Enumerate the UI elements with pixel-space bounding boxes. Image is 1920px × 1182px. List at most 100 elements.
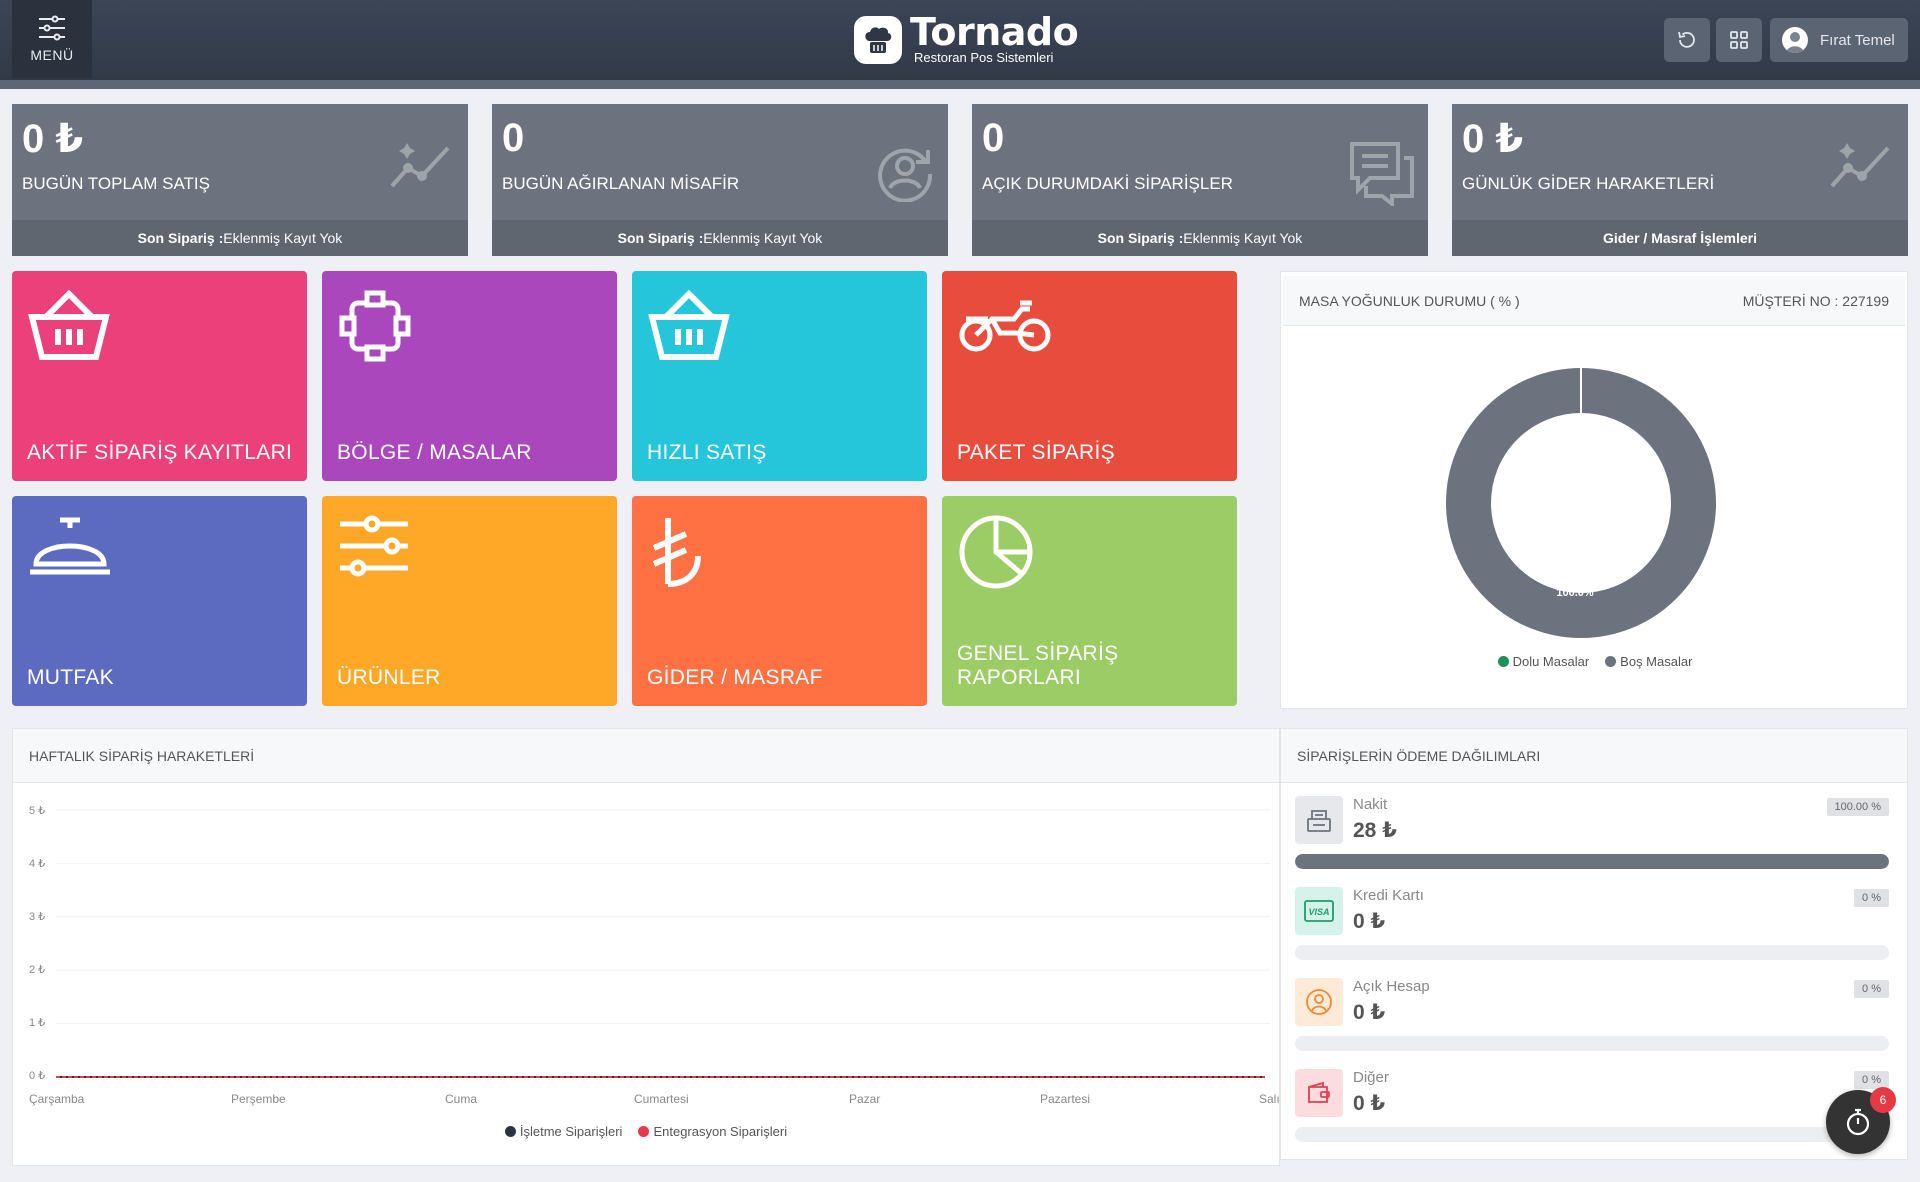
stat-footer-text: Eklenmiş Kayıt Yok <box>703 230 823 246</box>
top-bar-stripe <box>0 80 1920 89</box>
guest-refresh-icon <box>878 148 933 202</box>
payment-name: Nakit <box>1353 796 1388 813</box>
x-tick-label: Çarşamba <box>29 1092 85 1106</box>
stat-label: AÇIK DURUMDAKİ SİPARİŞLER <box>982 174 1233 193</box>
stat-card-daily-expenses: 0 ₺ GÜNLÜK GİDER HARAKETLERİ Gider / Mas… <box>1452 104 1908 256</box>
notification-badge: 6 <box>1870 1087 1896 1113</box>
payment-amount: 28 ₺ <box>1353 819 1397 842</box>
visa-card-icon: VISA <box>1295 887 1343 935</box>
tile-label: GENEL SİPARİŞ RAPORLARI <box>957 642 1119 689</box>
legend-item-empty[interactable]: Boş Masalar <box>1605 654 1692 669</box>
stat-label: BUGÜN AĞIRLANAN MİSAFİR <box>502 174 740 193</box>
stat-footer: Gider / Masraf İşlemleri <box>1452 220 1908 256</box>
donut-slice-label: 100.0% <box>1556 587 1594 599</box>
menu-button[interactable]: MENÜ <box>12 0 92 78</box>
user-avatar-icon <box>1782 27 1808 53</box>
chat-list-icon <box>1350 142 1414 206</box>
tile-kitchen[interactable]: MUTFAK <box>12 496 307 706</box>
tile-package-order[interactable]: PAKET SİPARİŞ <box>942 271 1237 481</box>
legend-dot <box>504 1126 516 1137</box>
occupancy-donut-chart: 100.0% <box>1446 368 1716 638</box>
stat-label: BUGÜN TOPLAM SATIŞ <box>22 174 210 193</box>
basket-icon <box>28 289 110 360</box>
stat-footer: Son Sipariş : Eklenmiş Kayıt Yok <box>492 220 948 256</box>
tile-expenses[interactable]: GİDER / MASRAF <box>632 496 927 706</box>
legend-dot <box>638 1126 650 1137</box>
legend-dot <box>1605 656 1617 667</box>
x-tick-label: Salı <box>1259 1092 1280 1106</box>
tile-active-orders[interactable]: AKTİF SİPARİŞ KAYITLARI <box>12 271 307 481</box>
y-tick-label: 5 ₺ <box>29 805 46 817</box>
stat-footer-text: Eklenmiş Kayıt Yok <box>1183 230 1303 246</box>
y-tick-label: 4 ₺ <box>29 858 46 870</box>
x-tick-label: Perşembe <box>231 1092 286 1106</box>
y-tick-label: 1 ₺ <box>29 1017 46 1029</box>
weekly-orders-panel: HAFTALIK SİPARİŞ HARAKETLERİ <box>12 728 1280 1166</box>
y-tick-label: 0 ₺ <box>29 1070 46 1082</box>
x-tick-label: Pazartesi <box>1040 1092 1091 1106</box>
stat-footer: Son Sipariş : Eklenmiş Kayıt Yok <box>12 220 468 256</box>
tile-label: ÜRÜNLER <box>337 666 441 689</box>
payment-progress-fill <box>1295 854 1889 869</box>
user-menu-button[interactable]: Fırat Temel <box>1770 18 1908 62</box>
basket-icon <box>648 289 730 360</box>
legend-label: İşletme Siparişleri <box>519 1124 623 1139</box>
tile-order-reports[interactable]: GENEL SİPARİŞ RAPORLARI <box>942 496 1237 706</box>
trend-line-icon <box>1830 143 1890 188</box>
pie-chart-icon <box>959 515 1033 589</box>
refresh-icon <box>1678 31 1695 48</box>
stat-footer-label: Son Sipariş : <box>1097 230 1184 246</box>
weekly-line-chart <box>56 809 1270 1078</box>
stat-value: 0 ₺ <box>22 117 84 161</box>
cloche-icon <box>30 517 110 575</box>
stat-card-open-orders: 0 AÇIK DURUMDAKİ SİPARİŞLER Son Sipariş … <box>972 104 1428 256</box>
motorcycle-icon <box>959 300 1051 352</box>
brand-subtitle: Restoran Pos Sistemleri <box>914 50 1054 65</box>
payment-progress <box>1295 1036 1889 1051</box>
payments-panel: SİPARİŞLERİN ÖDEME DAĞILIMLARI <box>1280 728 1908 1160</box>
payment-progress <box>1295 854 1889 869</box>
stopwatch-icon <box>1846 1108 1870 1136</box>
legend-item-integration-orders[interactable]: Entegrasyon Siparişleri <box>638 1124 787 1139</box>
payment-name: Kredi Kartı <box>1353 887 1424 904</box>
cash-register-icon <box>1295 796 1343 844</box>
brand-name: Tornado <box>910 10 1079 54</box>
x-tick-label: Cuma <box>445 1092 478 1106</box>
menu-label: MENÜ <box>30 47 74 63</box>
legend-item-business-orders[interactable]: İşletme Siparişleri <box>504 1124 623 1139</box>
legend-dot <box>1497 656 1509 667</box>
tile-label: MUTFAK <box>27 666 114 689</box>
table-layout-icon <box>339 290 411 362</box>
apps-grid-button[interactable] <box>1716 18 1762 62</box>
occupancy-panel: MASA YOĞUNLUK DURUMU ( % ) MÜŞTERİ NO : … <box>1280 271 1908 709</box>
y-tick-label: 3 ₺ <box>29 911 46 923</box>
donut-slice[interactable] <box>1446 368 1716 638</box>
stat-value: 0 <box>502 116 525 160</box>
payment-percent: 0 % <box>1854 1071 1889 1089</box>
tile-label: HIZLI SATIŞ <box>647 441 767 464</box>
payment-amount: 0 ₺ <box>1353 1092 1386 1115</box>
stat-footer-text: Eklenmiş Kayıt Yok <box>223 230 343 246</box>
x-tick-label: Pazar <box>849 1092 881 1106</box>
payment-name: Diğer <box>1353 1069 1389 1086</box>
legend-label: Dolu Masalar <box>1512 654 1590 669</box>
weekly-title: HAFTALIK SİPARİŞ HARAKETLERİ <box>29 747 255 764</box>
payment-name: Açık Hesap <box>1353 978 1430 995</box>
stat-value: 0 ₺ <box>1462 117 1524 161</box>
refresh-button[interactable] <box>1664 18 1710 62</box>
customer-number: MÜŞTERİ NO : 227199 <box>1742 292 1889 309</box>
tile-products[interactable]: ÜRÜNLER <box>322 496 617 706</box>
payment-percent: 100.00 % <box>1826 798 1889 816</box>
stat-card-total-sales: 0 ₺ BUGÜN TOPLAM SATIŞ Son Sipariş : Ekl… <box>12 104 468 256</box>
payment-amount: 0 ₺ <box>1353 1001 1386 1024</box>
top-bar <box>0 0 1920 80</box>
tile-quick-sale[interactable]: HIZLI SATIŞ <box>632 271 927 481</box>
tile-label: GİDER / MASRAF <box>647 666 823 689</box>
x-tick-label: Cumartesi <box>634 1092 689 1106</box>
weekly-legend: İşletme Siparişleri Entegrasyon Siparişl… <box>12 1124 1280 1139</box>
legend-item-occupied[interactable]: Dolu Masalar <box>1497 654 1590 669</box>
wallet-icon <box>1295 1069 1343 1117</box>
tile-regions-tables[interactable]: BÖLGE / MASALAR <box>322 271 617 481</box>
payment-amount: 0 ₺ <box>1353 910 1386 933</box>
chef-hat-icon <box>854 16 902 64</box>
